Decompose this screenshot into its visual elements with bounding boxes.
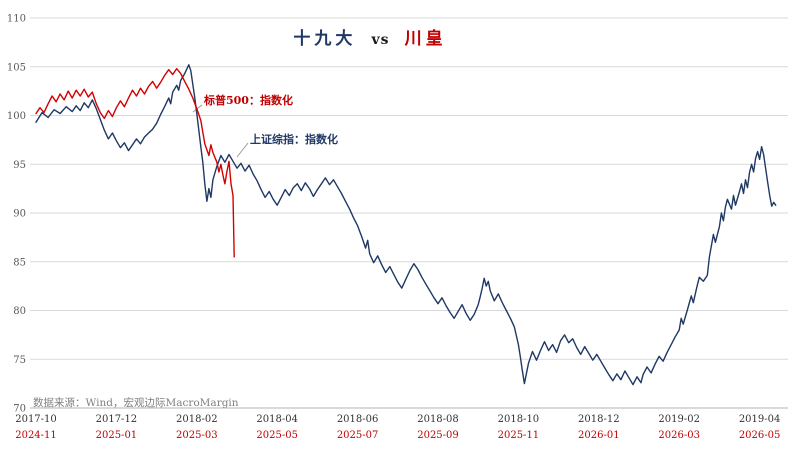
series-label-sse: 上证综指：指数化 bbox=[250, 133, 338, 146]
x-tick-primary: 2018-04 bbox=[256, 414, 298, 425]
series-line-sse bbox=[35, 64, 777, 386]
series-label-sp500: 标普500：指数化 bbox=[204, 94, 293, 107]
x-tick-secondary: 2026-03 bbox=[658, 430, 700, 441]
x-tick-primary: 2019-04 bbox=[739, 414, 781, 425]
source-note: 数据来源：Wind，宏观边际MacroMargin bbox=[33, 397, 239, 409]
x-tick-primary: 2019-02 bbox=[658, 414, 700, 425]
x-tick-primary: 2018-02 bbox=[176, 414, 218, 425]
x-tick-secondary: 2024-11 bbox=[15, 430, 57, 441]
x-tick-primary: 2017-10 bbox=[15, 414, 57, 425]
y-tick-label: 105 bbox=[7, 62, 26, 73]
x-tick-secondary: 2025-11 bbox=[498, 430, 540, 441]
chart-title: 十九大 vs 川皇 bbox=[0, 24, 740, 49]
x-tick-primary: 2018-08 bbox=[417, 414, 459, 425]
x-tick-secondary: 2025-01 bbox=[96, 430, 138, 441]
y-tick-label: 100 bbox=[7, 111, 26, 122]
title-trump: 川皇 bbox=[404, 29, 447, 49]
y-tick-label: 110 bbox=[7, 14, 26, 25]
x-tick-secondary: 2026-05 bbox=[739, 430, 781, 441]
y-tick-label: 85 bbox=[13, 257, 26, 268]
y-tick-label: 70 bbox=[13, 404, 26, 415]
leader-line-sp500 bbox=[192, 104, 203, 113]
title-19th-congress: 十九大 bbox=[293, 29, 357, 49]
x-tick-primary: 2018-06 bbox=[337, 414, 379, 425]
series-line-sp500 bbox=[35, 67, 235, 258]
leader-line-sse bbox=[236, 142, 249, 158]
x-tick-secondary: 2025-09 bbox=[417, 430, 459, 441]
y-tick-label: 80 bbox=[13, 306, 26, 317]
title-vs: vs bbox=[371, 32, 390, 48]
x-tick-secondary: 2025-07 bbox=[337, 430, 379, 441]
x-tick-primary: 2017-12 bbox=[96, 414, 138, 425]
y-tick-label: 75 bbox=[13, 355, 26, 366]
y-tick-label: 90 bbox=[13, 209, 26, 220]
y-tick-label: 95 bbox=[13, 160, 26, 171]
x-tick-secondary: 2025-05 bbox=[256, 430, 298, 441]
x-tick-primary: 2018-12 bbox=[578, 414, 620, 425]
x-tick-primary: 2018-10 bbox=[498, 414, 540, 425]
x-tick-secondary: 2025-03 bbox=[176, 430, 218, 441]
x-tick-secondary: 2026-01 bbox=[578, 430, 620, 441]
